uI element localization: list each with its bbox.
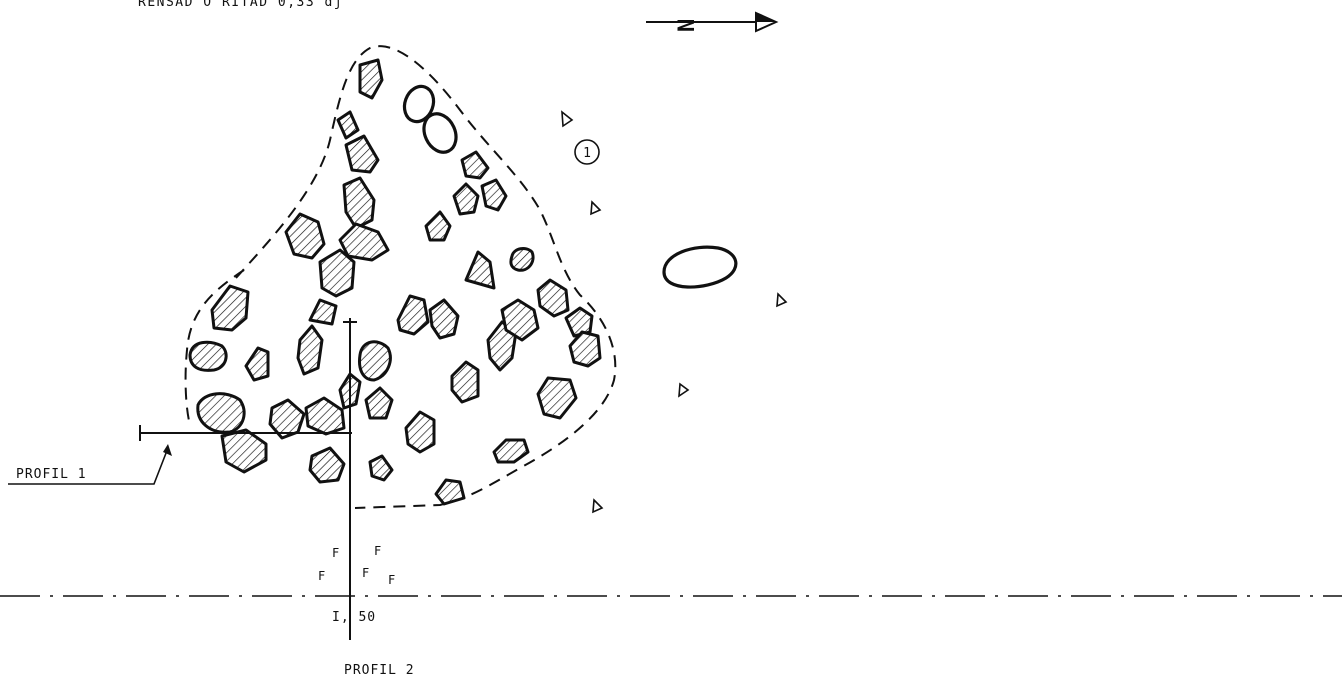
stone-number-marker: 1 xyxy=(574,139,600,165)
north-arrow: N xyxy=(646,11,779,33)
stones-group xyxy=(188,58,602,506)
header-note: RENSAD O RITAD 0,33 dj xyxy=(138,0,343,10)
north-letter: N xyxy=(675,19,700,32)
depth-marker: I, 50 xyxy=(332,610,376,625)
f-marker: F xyxy=(318,569,325,583)
profile-1-line xyxy=(8,425,352,485)
profile-1-label: PROFIL 1 xyxy=(16,467,87,482)
excavation-boundary-dashed xyxy=(184,45,617,509)
profile-2-line xyxy=(343,318,357,640)
f-marker: F xyxy=(388,573,395,587)
profile-2-label: PROFIL 2 xyxy=(344,663,415,678)
f-marker: F xyxy=(362,566,369,580)
stone-number: 1 xyxy=(583,146,591,161)
survey-markers xyxy=(561,110,788,514)
f-marker: F xyxy=(332,546,339,560)
f-marker: F xyxy=(374,544,381,558)
outline-stones-group xyxy=(402,84,738,289)
